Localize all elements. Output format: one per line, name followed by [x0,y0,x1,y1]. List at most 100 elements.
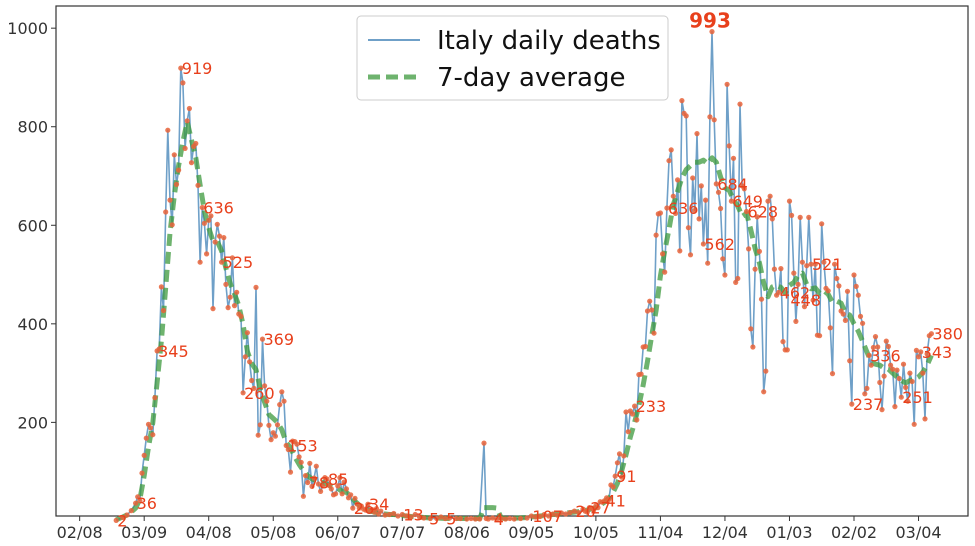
daily-point [789,212,795,218]
daily-point [915,354,922,360]
daily-point [234,289,240,295]
daily-point [158,284,164,290]
daily-point [229,255,235,261]
daily-point [318,488,324,494]
daily-point [825,288,831,294]
daily-point [264,398,270,404]
value-label: 343 [922,343,953,362]
daily-point [305,479,311,486]
value-label: 107 [532,507,563,526]
x-tick-label: 02/08 [57,523,103,542]
daily-point [550,511,556,517]
daily-point [698,183,704,189]
daily-point [337,475,343,481]
daily-point [197,259,203,265]
daily-point [485,516,491,522]
x-tick-label: 10/05 [573,523,619,542]
daily-point [262,383,268,389]
daily-point [169,222,175,228]
daily-point [793,318,799,324]
legend-box [356,15,669,101]
daily-point [692,207,698,214]
daily-point [690,175,696,181]
series-7-day-average [115,119,934,523]
daily-point [524,515,530,521]
daily-point [259,336,266,342]
daily-point [868,362,874,368]
daily-point [206,217,212,223]
daily-point [918,349,924,355]
daily-point [354,501,360,507]
daily-point [677,248,683,254]
daily-point [242,354,248,360]
value-label: 36 [137,494,157,513]
value-label: 4 [494,510,504,529]
value-label: 41 [606,492,626,511]
daily-point [724,81,730,87]
daily-point [638,371,644,377]
daily-point [875,344,881,350]
daily-point [386,511,392,518]
daily-point [416,514,423,520]
daily-point [128,508,134,514]
daily-point [251,385,257,391]
value-label: 237 [853,395,884,414]
daily-point [860,320,866,326]
daily-point [328,486,334,492]
daily-point [660,251,666,257]
value-label: 380 [932,325,963,344]
daily-point [780,339,786,345]
daily-point [277,402,283,408]
value-label: 2 [117,511,127,530]
daily-point [186,105,192,112]
daily-point [395,513,401,519]
daily-point [862,391,868,397]
value-label: 153 [287,437,318,456]
daily-point [625,429,631,435]
daily-point [591,507,597,513]
daily-point [195,182,201,188]
daily-point [879,407,885,413]
daily-point [135,494,141,500]
y-tick-label: 800 [17,118,48,137]
value-label: 649 [732,192,763,211]
daily-point [320,483,326,489]
daily-point [905,398,911,404]
y-tick-label: 600 [17,216,48,235]
daily-point [715,189,722,195]
daily-point [885,343,892,350]
daily-point [647,298,653,304]
value-label: 636 [668,199,699,218]
daily-point [468,515,474,522]
daily-point [240,390,246,396]
daily-point [148,425,154,431]
daily-point [438,514,444,520]
daily-point [786,198,793,204]
value-label: 251 [902,388,933,407]
daily-point [784,347,790,353]
daily-point [124,512,130,518]
value-label: 85 [328,470,348,489]
daily-deaths-line [115,30,932,522]
daily-point [311,475,317,481]
daily-markers [113,29,935,524]
daily-point [554,512,560,518]
x-tick-label: 07/07 [379,523,425,542]
daily-point [844,288,851,294]
legend: Italy daily deaths 7-day average [356,15,669,101]
daily-point [165,127,171,133]
value-label: 260 [244,384,275,403]
daily-point [683,113,689,119]
daily-point [283,442,289,449]
daily-point [447,515,453,521]
daily-point [651,330,657,336]
daily-point [221,235,227,241]
daily-point [634,417,640,423]
daily-point [836,283,842,289]
value-label: 26 [354,499,374,518]
daily-point [212,239,218,245]
daily-point [225,305,231,311]
daily-point [490,515,496,521]
daily-point [171,152,177,158]
daily-point [307,460,313,466]
